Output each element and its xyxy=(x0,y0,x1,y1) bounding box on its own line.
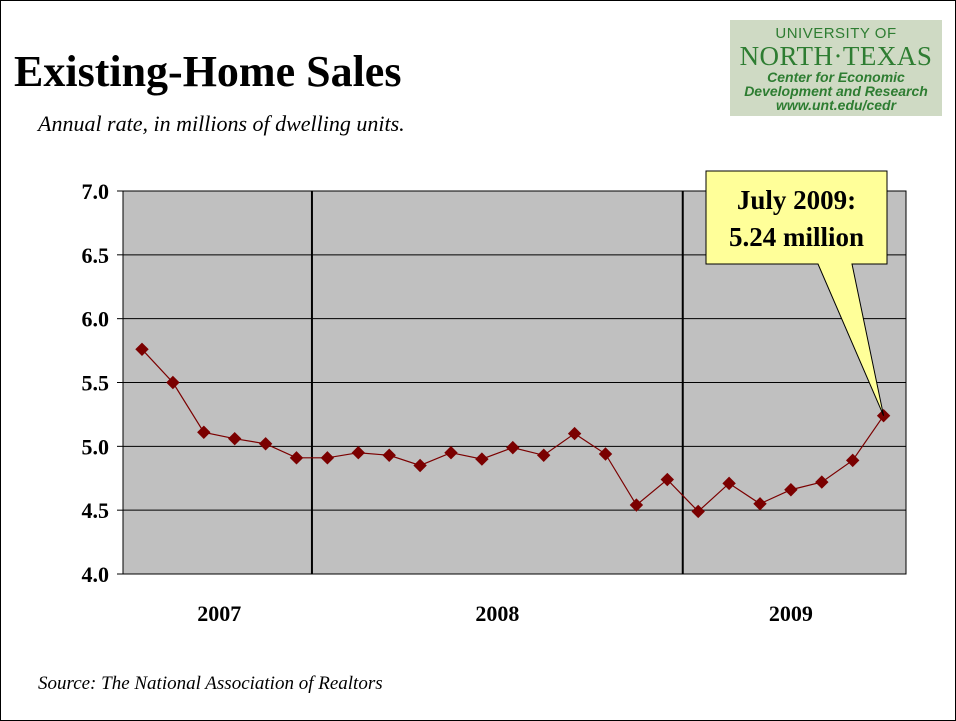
data-point xyxy=(691,504,705,519)
data-point xyxy=(382,448,396,462)
year-label: 2007 xyxy=(197,601,241,626)
logo-line-center: Center for Economic xyxy=(767,69,905,85)
y-tick-label: 5.5 xyxy=(82,371,110,396)
slide-subtitle: Annual rate, in millions of dwelling uni… xyxy=(38,111,405,136)
slide-title: Existing-Home Sales xyxy=(14,47,402,96)
y-tick-label: 4.0 xyxy=(82,562,110,587)
y-tick-label: 7.0 xyxy=(82,179,110,204)
data-point xyxy=(197,425,211,439)
data-point xyxy=(722,476,736,491)
data-point xyxy=(475,452,489,466)
logo-line-url: www.unt.edu/cedr xyxy=(775,97,897,113)
source-note: Source: The National Association of Real… xyxy=(38,673,383,694)
data-point xyxy=(536,448,551,462)
data-point xyxy=(629,498,644,512)
data-point xyxy=(320,451,335,465)
y-tick-label: 4.5 xyxy=(82,498,110,523)
data-point xyxy=(845,453,860,468)
data-point xyxy=(289,451,304,465)
logo-line-north-texas: NORTH·TEXAS xyxy=(739,41,933,71)
data-point xyxy=(506,440,520,455)
year-label: 2008 xyxy=(475,601,519,626)
data-point xyxy=(227,431,242,446)
data-point xyxy=(598,447,613,461)
data-point xyxy=(567,426,582,441)
year-label: 2009 xyxy=(769,601,813,626)
y-tick-label: 5.0 xyxy=(82,434,110,459)
y-tick-label: 6.0 xyxy=(82,307,110,332)
callout-line-2: 5.24 million xyxy=(729,222,864,252)
data-point xyxy=(660,472,675,487)
data-point xyxy=(351,446,366,460)
callout-line-1: July 2009: xyxy=(737,185,856,215)
y-tick-label: 6.5 xyxy=(82,243,110,268)
data-point xyxy=(784,483,798,497)
data-point xyxy=(444,446,458,460)
logo-line-university: UNIVERSITY OF xyxy=(775,25,897,42)
data-point xyxy=(753,497,767,511)
data-point xyxy=(166,375,180,390)
logo-line-development: Development and Research xyxy=(744,83,928,99)
callout-box xyxy=(705,170,888,416)
data-point xyxy=(815,475,829,489)
data-point xyxy=(258,437,273,451)
unt-logo: UNIVERSITY OF NORTH·TEXAS Center for Eco… xyxy=(730,20,942,116)
data-point xyxy=(413,458,427,473)
data-point xyxy=(135,342,149,357)
